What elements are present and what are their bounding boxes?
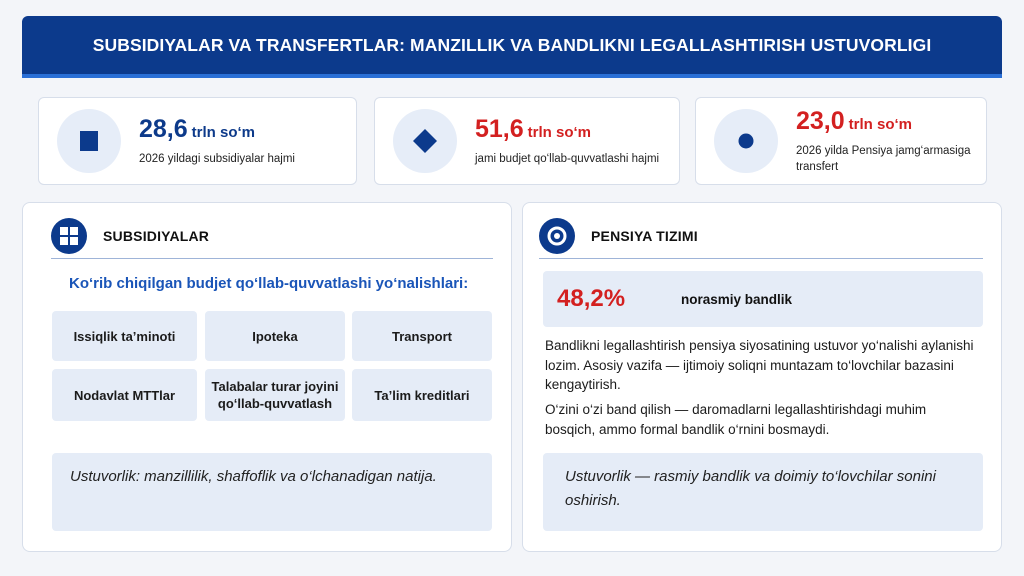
stat-description: jami budjet qo‘llab-quvvatlashi hajmi xyxy=(475,153,660,165)
informal-employment-label: norasmiy bandlik xyxy=(681,291,793,307)
subsidy-item: Issiqlik ta’minoti xyxy=(52,311,197,361)
subsidies-priority-note: Ustuvorlik: manzillilik, shaffoflik va o… xyxy=(52,453,492,531)
grid-icon xyxy=(51,217,87,254)
stat-description: 2026 yildagi subsidiyalar hajmi xyxy=(139,153,295,165)
subsidy-item: Ta’lim kreditlari xyxy=(352,369,492,421)
pension-panel-header: PENSIYA TIZIMI xyxy=(539,213,983,259)
stat-card-pension-transfer: 23,0 trln so‘m 2026 yilda Pensiya jamg‘ar… xyxy=(695,97,987,185)
subsidies-title: SUBSIDIYALAR xyxy=(103,227,210,244)
pension-paragraph: O‘zini o‘zi band qilish — daromadlarni l… xyxy=(545,402,927,437)
square-icon xyxy=(57,109,121,173)
pension-title: PENSIYA TIZIMI xyxy=(591,227,698,244)
subsidies-panel: SUBSIDIYALAR Ko‘rib chiqilgan budjet qo‘… xyxy=(22,202,512,552)
target-icon xyxy=(539,217,575,254)
stat-card-subsidies: 28,6 trln so‘m 2026 yildagi subsidiyalar … xyxy=(38,97,357,185)
subsidy-item: Ipoteka xyxy=(205,311,345,361)
subsidy-item: Transport xyxy=(352,311,492,361)
pension-paragraph: Bandlikni legallashtirish pensiya siyosa… xyxy=(545,338,974,392)
stat-value: 51,6 trln so‘m xyxy=(475,115,592,143)
subsidy-item: Talabalar turar joyini qo‘llab-quvvatlas… xyxy=(205,369,345,421)
diamond-icon xyxy=(393,109,457,173)
stat-card-budget-support: 51,6 trln so‘m jami budjet qo‘llab-quvvat… xyxy=(374,97,680,185)
page-title: SUBSIDIYALAR VA TRANSFERTLAR: MANZILLIK … xyxy=(92,34,932,55)
pension-panel: PENSIYA TIZIMI 48,2% norasmiy bandlik Ba… xyxy=(522,202,1002,552)
stat-description: 2026 yilda Pensiya jamg‘armasiga transfe… xyxy=(796,145,971,173)
circle-icon xyxy=(714,109,778,173)
subsidies-subtitle: Ko‘rib chiqilgan budjet qo‘llab-quvvatla… xyxy=(69,275,469,292)
subsidies-panel-header: SUBSIDIYALAR xyxy=(51,213,493,259)
informal-employment-percent: 48,2% xyxy=(557,285,626,312)
stat-value: 28,6 trln so‘m xyxy=(139,115,256,143)
page-header: SUBSIDIYALAR VA TRANSFERTLAR: MANZILLIK … xyxy=(22,16,1002,78)
subsidy-item: Nodavlat MTTlar xyxy=(52,369,197,421)
stat-value: 23,0 trln so‘m xyxy=(796,107,913,135)
informal-employment-box: 48,2% norasmiy bandlik xyxy=(543,271,983,327)
pension-priority-note: Ustuvorlik — rasmiy bandlik va doimiy to… xyxy=(543,453,983,531)
